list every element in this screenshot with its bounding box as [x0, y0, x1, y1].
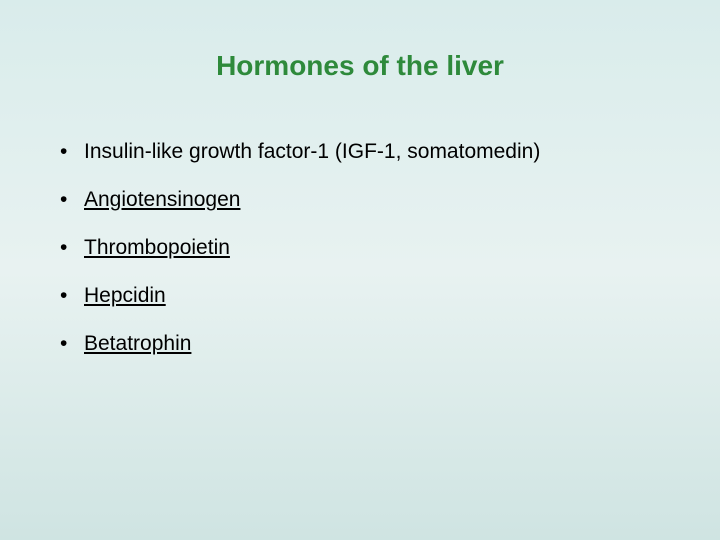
bullet-dot-icon: • [60, 236, 84, 260]
slide-title: Hormones of the liver [0, 50, 720, 82]
bullet-link[interactable]: Angiotensinogen [84, 188, 240, 212]
bullet-dot-icon: • [60, 332, 84, 356]
bullet-item: •Hepcidin [60, 284, 680, 308]
bullet-link[interactable]: Hepcidin [84, 284, 166, 308]
slide: Hormones of the liver •Insulin-like grow… [0, 0, 720, 540]
bullet-item: •Insulin-like growth factor-1 (IGF-1, so… [60, 140, 680, 164]
bullet-item: •Thrombopoietin [60, 236, 680, 260]
bullet-dot-icon: • [60, 284, 84, 308]
bullet-text: Insulin-like growth factor-1 (IGF-1, som… [84, 140, 540, 164]
bullet-item: •Angiotensinogen [60, 188, 680, 212]
bullet-item: •Betatrophin [60, 332, 680, 356]
bullet-dot-icon: • [60, 140, 84, 164]
bullet-link[interactable]: Betatrophin [84, 332, 191, 356]
bullet-list: •Insulin-like growth factor-1 (IGF-1, so… [60, 140, 680, 380]
bullet-dot-icon: • [60, 188, 84, 212]
bullet-link[interactable]: Thrombopoietin [84, 236, 230, 260]
